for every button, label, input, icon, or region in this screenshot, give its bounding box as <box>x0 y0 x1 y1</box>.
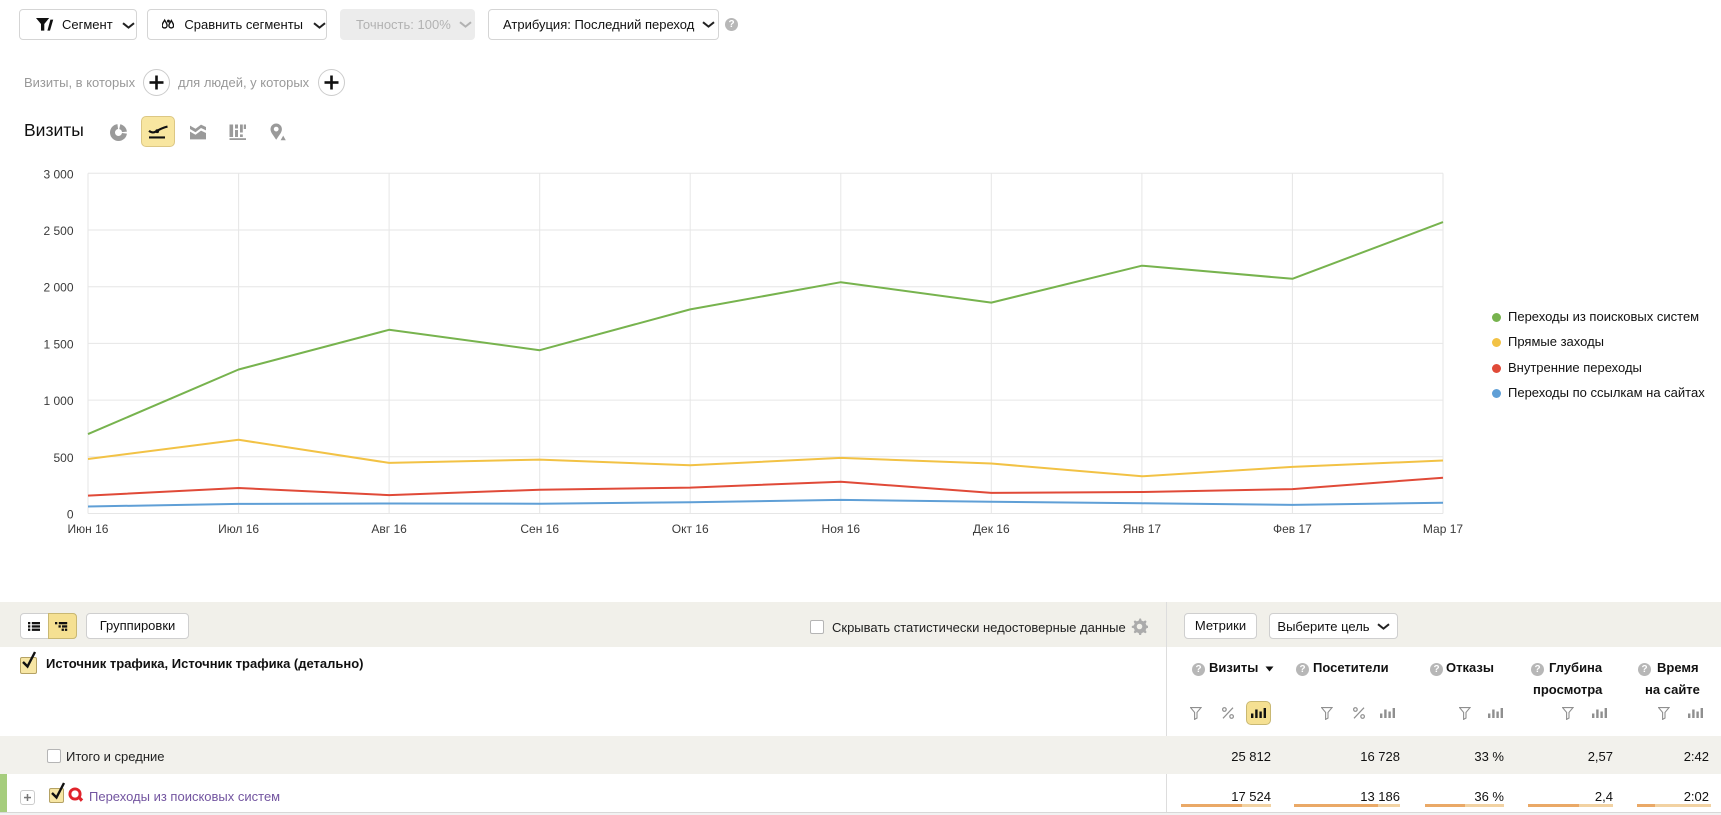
svg-text:Авг 16: Авг 16 <box>371 522 407 536</box>
svg-text:Июн 16: Июн 16 <box>68 522 109 536</box>
svg-text:1 000: 1 000 <box>43 394 73 408</box>
svg-text:Фев 17: Фев 17 <box>1273 522 1312 536</box>
svg-text:3 000: 3 000 <box>43 167 73 181</box>
svg-text:0: 0 <box>67 508 74 522</box>
svg-text:2 000: 2 000 <box>43 281 73 295</box>
svg-text:Дек 16: Дек 16 <box>973 522 1010 536</box>
svg-text:1 500: 1 500 <box>43 337 73 351</box>
svg-text:Окт 16: Окт 16 <box>672 522 709 536</box>
svg-text:Июл 16: Июл 16 <box>218 522 259 536</box>
svg-text:Ноя 16: Ноя 16 <box>822 522 861 536</box>
svg-text:Янв 17: Янв 17 <box>1123 522 1162 536</box>
svg-text:500: 500 <box>53 451 73 465</box>
svg-text:Мар 17: Мар 17 <box>1423 522 1463 536</box>
svg-text:2 500: 2 500 <box>43 224 73 238</box>
svg-text:Сен 16: Сен 16 <box>520 522 559 536</box>
